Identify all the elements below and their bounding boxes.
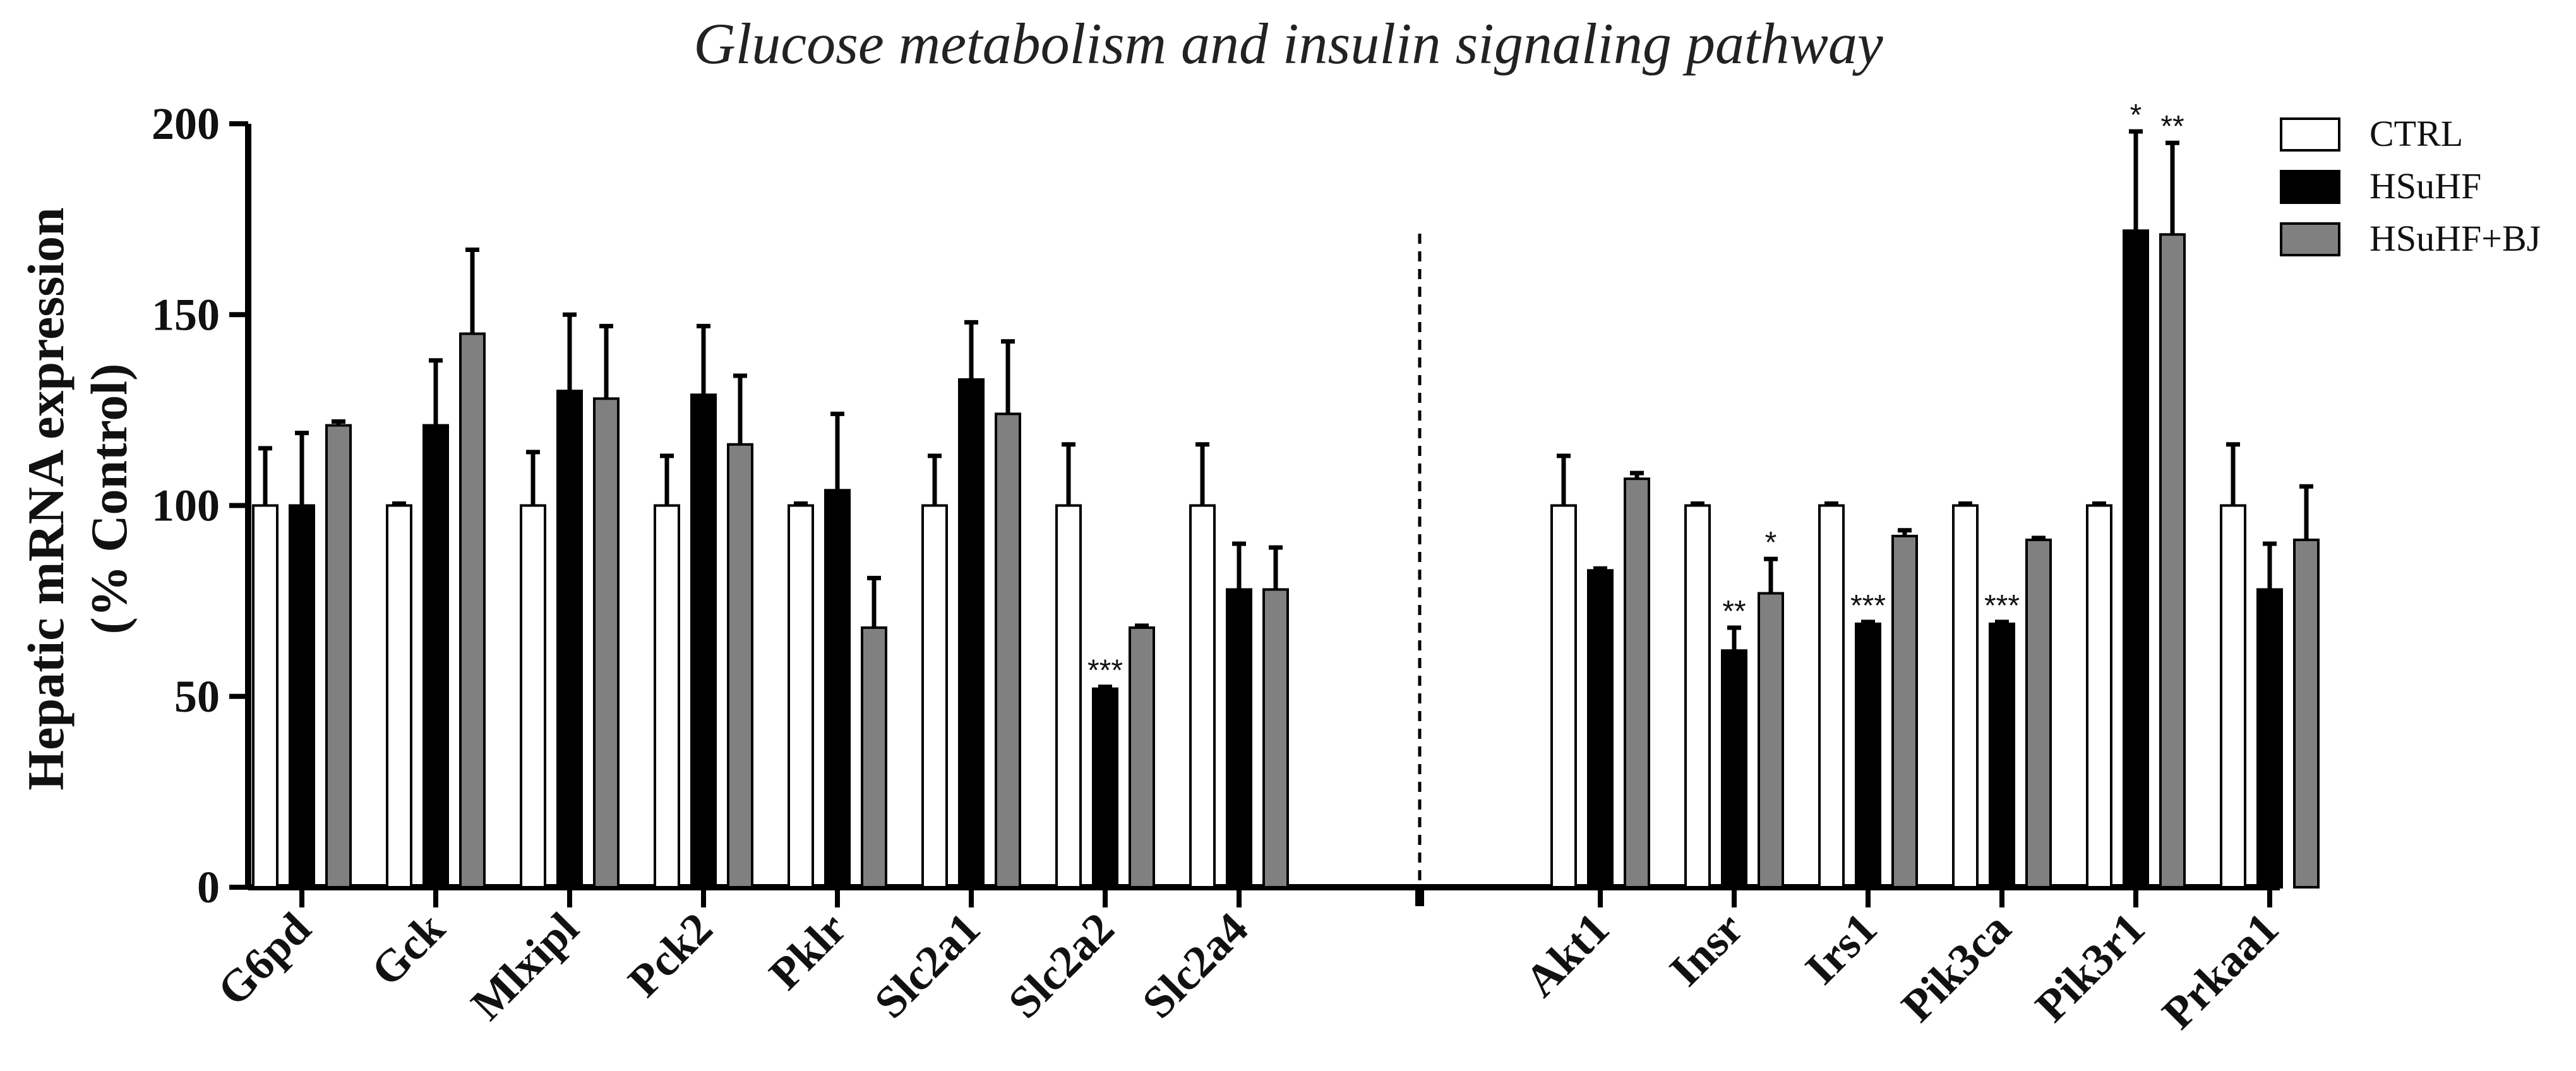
legend-swatch [2280, 222, 2340, 256]
bar-ctrl [654, 504, 680, 889]
bar-hsuhf-bj [861, 626, 887, 889]
bar-ctrl [386, 504, 412, 889]
legend-label: HSuHF [2369, 165, 2481, 206]
bar-hsuhf-bj [459, 332, 486, 889]
bar-hsuhf [1855, 622, 1881, 889]
y-tick-label: 200 [152, 99, 220, 149]
x-tick-label: Irs1 [1795, 903, 1886, 994]
bar-hsuhf-bj [2159, 233, 2186, 889]
bar-hsuhf [2123, 229, 2149, 889]
legend: CTRL HSuHF HSuHF+BJ [2280, 113, 2541, 259]
bar-hsuhf [556, 390, 583, 889]
bar-hsuhf-bj [1891, 534, 1918, 889]
bars-layer: ********* **** ** [252, 99, 2320, 889]
bar-hsuhf [1587, 569, 1614, 889]
x-tick-label: Pik3ca [1892, 903, 2021, 1032]
significance-marker: *** [1984, 589, 2020, 623]
bar-ctrl [1684, 504, 1711, 889]
legend-label: CTRL [2369, 113, 2463, 154]
y-tick-label: 150 [152, 289, 220, 340]
bar-ctrl [1189, 504, 1216, 889]
x-tick-label: Gck [361, 903, 454, 996]
legend-label: HSuHF+BJ [2369, 218, 2541, 259]
significance-marker: *** [1850, 589, 1886, 623]
y-axis-label-line-2: (% Control) [80, 364, 138, 635]
divider-axis-tick [1415, 887, 1424, 906]
significance-marker: *** [1087, 654, 1123, 688]
bar-hsuhf [1092, 687, 1118, 889]
x-tick-label: Akt1 [1515, 903, 1619, 1007]
x-tick-label: Insr [1660, 903, 1752, 996]
significance-marker: ** [2160, 110, 2184, 143]
bar-hsuhf-bj [1262, 588, 1289, 889]
bar-hsuhf [1721, 649, 1747, 889]
bar-ctrl [1818, 504, 1845, 889]
bar-hsuhf-bj [2293, 538, 2320, 889]
x-tick-label: Slc2a1 [865, 903, 990, 1028]
x-tick-label: Slc2a2 [998, 903, 1123, 1028]
significance-marker: * [1765, 526, 1777, 559]
significance-marker: ** [1722, 595, 1746, 628]
bar-ctrl [2086, 504, 2112, 889]
x-tick-label: Prkaa1 [2152, 903, 2288, 1039]
bar-ctrl [1952, 504, 1979, 889]
bar-hsuhf-bj [995, 412, 1021, 889]
bar-hsuhf [289, 504, 315, 889]
bar-hsuhf-bj [593, 397, 620, 889]
x-tick-label: Pik3r1 [2026, 903, 2155, 1032]
bar-hsuhf-bj [2025, 538, 2052, 889]
legend-swatch [2280, 117, 2340, 152]
bar-hsuhf [1226, 588, 1252, 889]
x-tick-label: Pklr [760, 903, 856, 1000]
bar-hsuhf [690, 393, 717, 889]
bar-ctrl [1055, 504, 1082, 889]
x-tick-label: Slc2a4 [1132, 903, 1257, 1028]
bar-ctrl [788, 504, 814, 889]
bar-ctrl [2220, 504, 2246, 889]
bar-ctrl [252, 504, 279, 889]
x-tick-label: G6pd [208, 903, 320, 1015]
x-tick-label: Mlxipl [461, 903, 588, 1030]
y-tick-label: 0 [197, 862, 220, 912]
legend-swatch [2280, 170, 2340, 204]
bar-hsuhf [958, 378, 985, 889]
bar-hsuhf-bj [1129, 626, 1155, 889]
bar-hsuhf [1989, 622, 2015, 889]
bar-ctrl [921, 504, 948, 889]
bar-ctrl [1550, 504, 1577, 889]
bar-hsuhf [824, 489, 851, 889]
chart-title: Glucose metabolism and insulin signaling… [693, 11, 1883, 76]
y-tick-label: 50 [174, 671, 220, 722]
significance-marker: * [2130, 99, 2142, 132]
bar-hsuhf [422, 424, 449, 889]
bar-ctrl [520, 504, 546, 889]
bar-hsuhf-bj [727, 443, 753, 889]
bar-hsuhf [2256, 588, 2283, 889]
y-axis-label-line-1: Hepatic mRNA expression [17, 207, 75, 790]
bar-hsuhf-bj [1758, 592, 1784, 889]
bar-hsuhf-bj [325, 424, 352, 889]
x-tick-label: Pck2 [618, 903, 722, 1007]
y-tick-label: 100 [152, 481, 220, 531]
bar-hsuhf-bj [1624, 477, 1650, 889]
